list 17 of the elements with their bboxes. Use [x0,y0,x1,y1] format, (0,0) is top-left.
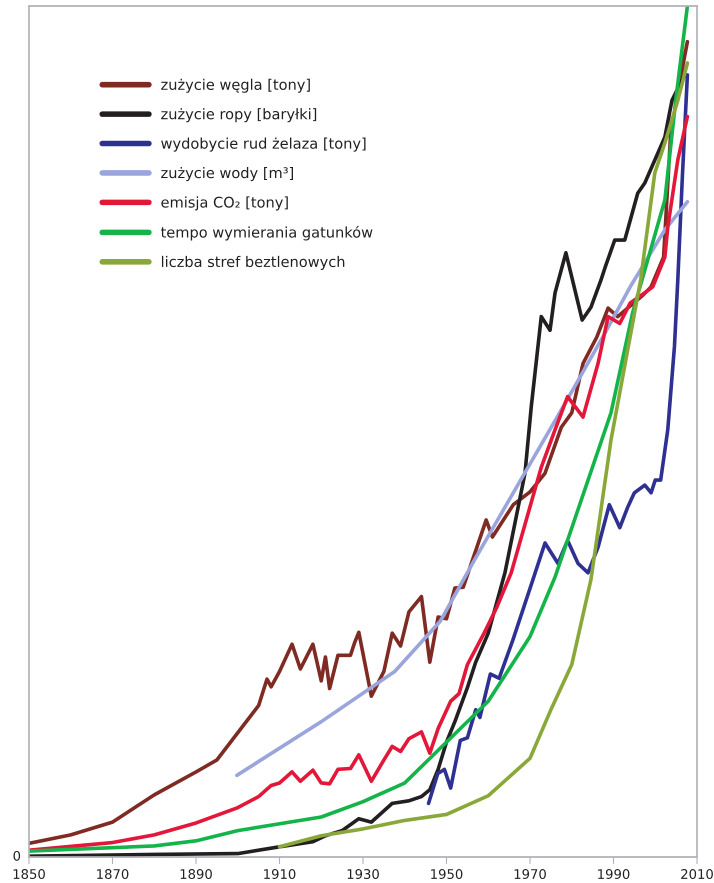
x-tick-label: 1970 [514,869,546,880]
legend-label: zużycie węgla [tony] [161,78,310,93]
x-tick-label: 1930 [348,869,379,880]
legend-label: zużycie wody [m³] [161,166,293,182]
legend-label: wydobycie rud żelaza [tony] [161,138,366,152]
legend-label: liczba stref beztlenowych [162,256,344,270]
x-tick-label: 1870 [97,869,128,880]
x-tick-label: 1950 [431,869,462,880]
x-tick-label: 1990 [598,869,630,880]
text: 0 [13,850,20,861]
legend-label: zużycie ropy [baryłki] [161,108,316,122]
x-tick-label: 1910 [264,869,296,880]
x-tick-label: 1890 [180,869,212,880]
legend-label: emisja CO₂ [tony] [161,196,288,211]
x-tick-label: 2010 [681,869,713,880]
legend-label: tempo wymierania gatunków [160,226,372,241]
x-tick-label: 1850 [14,869,45,880]
